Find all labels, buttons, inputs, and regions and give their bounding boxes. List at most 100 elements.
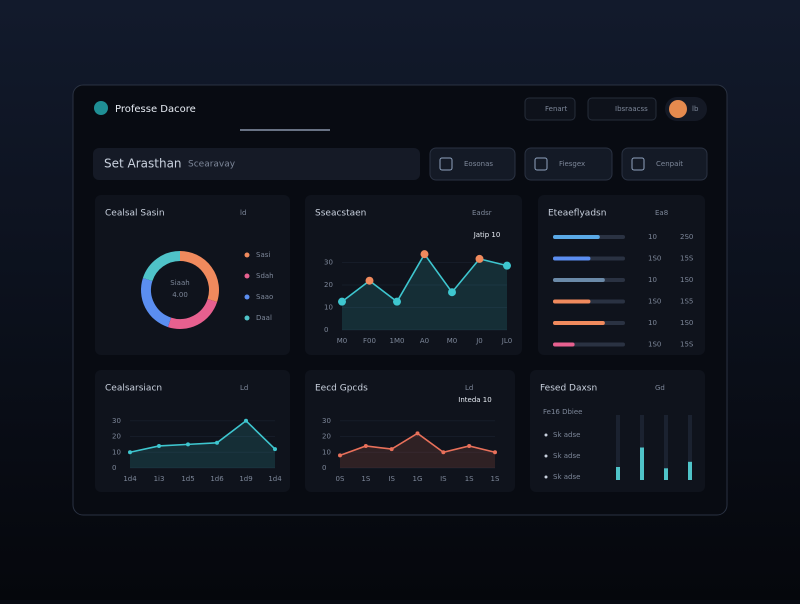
x-tick-label: 1S bbox=[465, 475, 474, 483]
point bbox=[128, 450, 132, 455]
point bbox=[186, 442, 190, 447]
action-label: Eosonas bbox=[464, 160, 493, 168]
bar-value: 10 bbox=[648, 319, 657, 327]
bar bbox=[553, 299, 591, 304]
list-dot bbox=[544, 475, 548, 479]
search-bar[interactable] bbox=[93, 148, 420, 180]
point bbox=[448, 288, 456, 297]
x-tick-label: F00 bbox=[363, 337, 376, 345]
action-button[interactable] bbox=[429, 147, 516, 181]
list-item: Sk adse bbox=[553, 431, 580, 439]
action-button[interactable] bbox=[524, 147, 613, 181]
x-tick-label: IS bbox=[440, 475, 447, 483]
panel bbox=[95, 195, 290, 355]
panel-tag: Ld bbox=[240, 384, 248, 392]
point bbox=[244, 418, 248, 423]
bar bbox=[553, 235, 600, 239]
bar bbox=[553, 321, 605, 325]
legend-label: Daal bbox=[256, 314, 272, 322]
line bbox=[129, 419, 276, 454]
x-tick-label: M0 bbox=[447, 337, 458, 345]
column bbox=[688, 461, 692, 480]
x-tick-label: J0 bbox=[475, 337, 483, 345]
y-tick-label: 30 bbox=[324, 259, 333, 267]
panel bbox=[538, 195, 705, 355]
y-tick-label: 20 bbox=[112, 433, 121, 441]
panel-title: Sseacstaen bbox=[315, 209, 366, 219]
point bbox=[393, 297, 401, 306]
column-track bbox=[688, 415, 692, 480]
x-tick-label: 1S bbox=[361, 475, 370, 483]
x-tick-label: A0 bbox=[420, 337, 429, 345]
bar bbox=[553, 278, 605, 282]
x-tick-label: 1d4 bbox=[123, 475, 137, 483]
area bbox=[340, 433, 495, 468]
x-tick-label: 1i3 bbox=[154, 475, 165, 483]
panel bbox=[305, 370, 515, 492]
action-button[interactable] bbox=[621, 147, 708, 181]
list-item: Sk adse bbox=[553, 452, 580, 460]
area bbox=[342, 254, 507, 330]
donut-segment bbox=[141, 277, 172, 328]
search-placeholder: Scearavay bbox=[188, 160, 236, 170]
y-tick-label: 30 bbox=[322, 417, 331, 425]
point bbox=[493, 450, 497, 455]
action-label: Fiesgex bbox=[559, 160, 585, 168]
x-tick-label: 1d5 bbox=[181, 475, 194, 483]
point bbox=[273, 447, 277, 452]
bar-value: 10 bbox=[648, 276, 657, 284]
bar-value: 1S5 bbox=[680, 298, 693, 306]
y-tick-label: 10 bbox=[112, 448, 121, 456]
panel bbox=[95, 370, 290, 492]
panel-title: Cealsarsiacn bbox=[105, 384, 162, 394]
legend-dot bbox=[244, 294, 250, 300]
bar-value: 1S0 bbox=[680, 319, 693, 327]
x-tick-label: 1S bbox=[491, 475, 500, 483]
y-tick-label: 20 bbox=[322, 433, 331, 441]
point bbox=[363, 443, 368, 448]
header-button[interactable] bbox=[524, 97, 576, 121]
legend-label: Saao bbox=[256, 293, 273, 301]
search-label: Set Arasthan bbox=[104, 157, 182, 171]
panel-title: Eecd Gpcds bbox=[315, 384, 368, 394]
bar-value: 15S bbox=[680, 341, 694, 349]
x-tick-label: 0S bbox=[336, 475, 345, 483]
point bbox=[338, 297, 346, 306]
panel-tag: Eadsr bbox=[472, 209, 492, 217]
column-track bbox=[616, 415, 620, 480]
donut-segment bbox=[167, 298, 218, 329]
panel-subtitle: Fe16 Dbiee bbox=[543, 408, 582, 416]
bar-value: 10 bbox=[648, 233, 657, 241]
panel bbox=[305, 195, 522, 355]
point bbox=[441, 450, 446, 455]
y-tick-label: 30 bbox=[112, 417, 121, 425]
column bbox=[640, 447, 644, 480]
point bbox=[389, 447, 394, 452]
avatar bbox=[669, 100, 687, 118]
avatar-label: lb bbox=[692, 105, 699, 113]
donut-center: Siaah bbox=[170, 279, 189, 287]
point bbox=[157, 443, 161, 448]
header-button[interactable] bbox=[587, 97, 657, 121]
panel-title: Fesed Daxsn bbox=[540, 384, 597, 394]
panel-title: Cealsal Sasin bbox=[105, 209, 165, 219]
panel-tag: Ld bbox=[465, 384, 473, 392]
legend-dot bbox=[244, 252, 250, 258]
header-button-label: Fenart bbox=[545, 105, 568, 113]
point bbox=[420, 250, 429, 259]
x-tick-label: M0 bbox=[337, 337, 348, 345]
x-tick-label: 1M0 bbox=[390, 337, 405, 345]
action-icon bbox=[631, 157, 645, 171]
column bbox=[616, 467, 620, 480]
point bbox=[415, 431, 420, 436]
panel-title: Eteaeflyadsn bbox=[548, 209, 606, 219]
bar-value: 1S0 bbox=[648, 298, 661, 306]
list-dot bbox=[544, 454, 548, 458]
column bbox=[664, 468, 668, 480]
column-track bbox=[664, 415, 668, 480]
y-tick-label: 20 bbox=[324, 281, 333, 289]
panel-tag: Gd bbox=[655, 384, 665, 392]
header-button-label: Ibsraacss bbox=[615, 105, 648, 113]
bar-value: 1S0 bbox=[680, 276, 693, 284]
